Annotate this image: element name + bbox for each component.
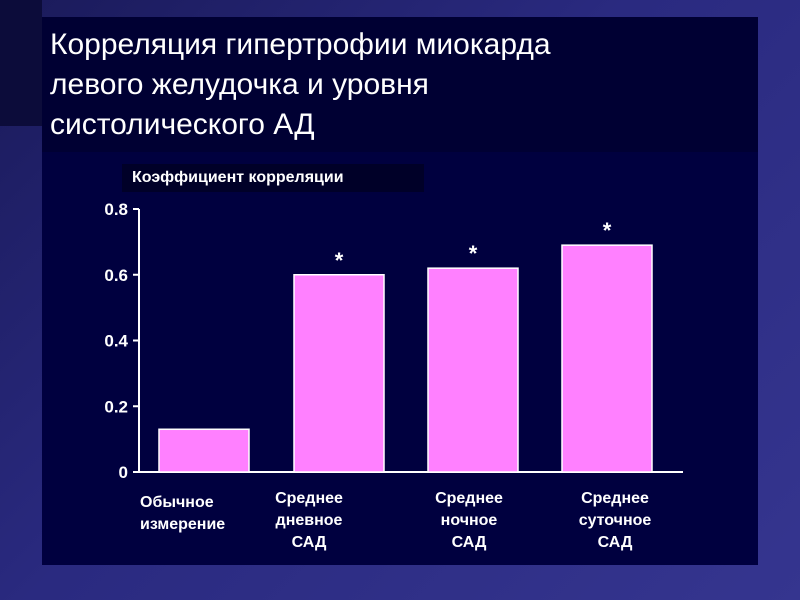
y-tick-label-1: 0.2: [104, 397, 128, 416]
y-tick-label-4: 0.8: [104, 200, 128, 219]
bar-chart: 0 0.2 0.4 0.6 0.8 * * *: [104, 200, 683, 482]
bar-2: [427, 267, 519, 473]
y-tick-label-0: 0: [119, 463, 128, 482]
category-label-1: Среднее дневное САД: [275, 490, 343, 551]
decorative-corner-block: [0, 0, 42, 126]
category-label-0: Обычное измерение: [140, 494, 226, 533]
slide-title: Корреляция гипертрофии миокарда левого ж…: [50, 28, 551, 141]
bar-3: [561, 244, 653, 473]
slide: Корреляция гипертрофии миокарда левого ж…: [42, 17, 758, 565]
bar-1: [293, 274, 385, 473]
y-tick-label-2: 0.4: [104, 332, 128, 351]
y-axis-label-box: [122, 164, 424, 192]
category-label-2: Среднее ночное САД: [435, 490, 503, 551]
significance-marker-1: *: [335, 248, 344, 273]
chart-area: Коэффициент корреляции 0 0.2 0.4 0.6 0.8 * * * …: [42, 152, 758, 565]
significance-marker-3: *: [603, 218, 612, 243]
category-label-3: Среднее суточное САД: [578, 490, 652, 551]
significance-marker-2: *: [469, 241, 478, 266]
y-axis-label: Коэффициент корреляции: [132, 169, 344, 186]
y-tick-label-3: 0.6: [104, 266, 128, 285]
bar-0: [158, 428, 250, 473]
